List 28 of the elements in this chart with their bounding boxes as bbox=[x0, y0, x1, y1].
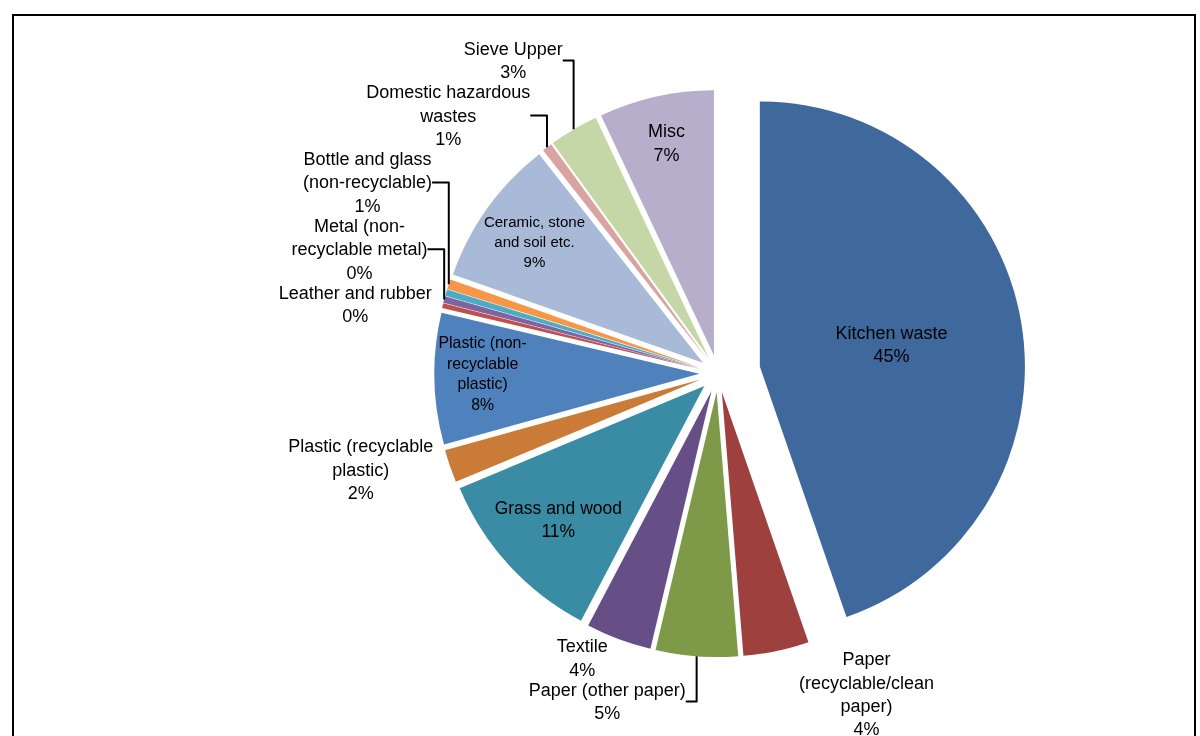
slice-label: Grass and wood bbox=[494, 498, 622, 519]
data-label: 3% bbox=[500, 62, 527, 83]
slice-label: Plastic (recyclable plastic) bbox=[288, 436, 434, 480]
data-label: 0% bbox=[346, 262, 373, 283]
data-label: 4% bbox=[853, 719, 880, 736]
slice-label: Leather and rubber bbox=[278, 282, 432, 303]
slice-label: Paper (other paper) bbox=[528, 679, 686, 700]
data-label: 45% bbox=[873, 346, 910, 367]
slice-label: Paper (recyclable/clean paper) bbox=[798, 649, 934, 716]
data-label: 9% bbox=[523, 252, 546, 270]
data-label: 8% bbox=[471, 396, 495, 414]
slice-label: Sieve Upper bbox=[463, 38, 563, 59]
slice-label: Textile bbox=[556, 636, 608, 657]
slice-label: Bottle and glass (non-recyclable) bbox=[303, 149, 433, 193]
data-label: 11% bbox=[541, 520, 576, 541]
data-label: 4% bbox=[569, 659, 596, 680]
data-label: 2% bbox=[347, 483, 374, 504]
slice-label: Misc bbox=[647, 121, 685, 142]
slice-label: Ceramic, stone and soil etc. bbox=[483, 213, 586, 250]
data-label: 5% bbox=[594, 703, 621, 724]
slice-label: Kitchen waste bbox=[835, 322, 948, 343]
data-label: 0% bbox=[342, 306, 369, 327]
data-label: 1% bbox=[435, 129, 462, 150]
slice-label: Metal (non-recyclable metal) bbox=[291, 215, 428, 260]
slice-label: Domestic hazardous wastes bbox=[366, 82, 531, 126]
data-label: 1% bbox=[354, 195, 381, 216]
slice-label: Plastic (non-recyclable plastic) bbox=[438, 334, 527, 393]
data-label: 7% bbox=[653, 144, 680, 165]
